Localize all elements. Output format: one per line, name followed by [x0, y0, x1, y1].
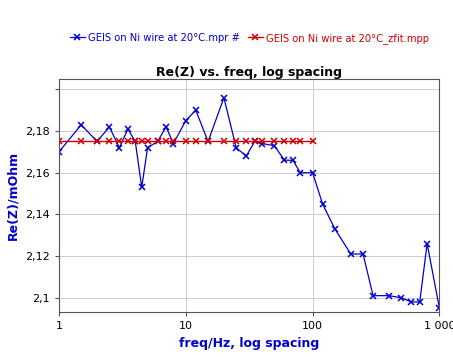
- X-axis label: freq/Hz, log spacing: freq/Hz, log spacing: [179, 337, 319, 350]
- GEIS on Ni wire at 20°C_zfit.mpp: [125, 139, 130, 144]
- Title: Re(Z) vs. freq, log spacing: Re(Z) vs. freq, log spacing: [156, 66, 342, 79]
- GEIS on Ni wire at 20°C.mpr #: [260, 141, 265, 146]
- Y-axis label: Re(Z)/mOhm: Re(Z)/mOhm: [6, 151, 19, 240]
- GEIS on Ni wire at 20°C.mpr #: [205, 139, 211, 144]
- GEIS on Ni wire at 20°C_zfit.mpp: [205, 139, 211, 144]
- GEIS on Ni wire at 20°C_zfit.mpp: [282, 139, 287, 144]
- GEIS on Ni wire at 20°C_zfit.mpp: [106, 139, 112, 144]
- GEIS on Ni wire at 20°C_zfit.mpp: [221, 139, 226, 144]
- GEIS on Ni wire at 20°C.mpr #: [164, 125, 169, 129]
- GEIS on Ni wire at 20°C.mpr #: [290, 158, 296, 162]
- Legend: GEIS on Ni wire at 20°C.mpr #, GEIS on Ni wire at 20°C_zfit.mpp: GEIS on Ni wire at 20°C.mpr #, GEIS on N…: [70, 33, 429, 43]
- Line: GEIS on Ni wire at 20°C_zfit.mpp: GEIS on Ni wire at 20°C_zfit.mpp: [56, 139, 315, 144]
- GEIS on Ni wire at 20°C_zfit.mpp: [244, 139, 249, 144]
- GEIS on Ni wire at 20°C_zfit.mpp: [310, 139, 315, 144]
- GEIS on Ni wire at 20°C.mpr #: [360, 252, 366, 256]
- GEIS on Ni wire at 20°C_zfit.mpp: [171, 139, 176, 144]
- GEIS on Ni wire at 20°C.mpr #: [244, 154, 249, 158]
- GEIS on Ni wire at 20°C.mpr #: [437, 306, 442, 310]
- GEIS on Ni wire at 20°C.mpr #: [139, 185, 145, 190]
- GEIS on Ni wire at 20°C.mpr #: [233, 146, 239, 150]
- GEIS on Ni wire at 20°C.mpr #: [193, 108, 198, 112]
- GEIS on Ni wire at 20°C.mpr #: [155, 139, 160, 144]
- GEIS on Ni wire at 20°C_zfit.mpp: [298, 139, 303, 144]
- GEIS on Ni wire at 20°C_zfit.mpp: [164, 139, 169, 144]
- GEIS on Ni wire at 20°C.mpr #: [424, 241, 430, 246]
- GEIS on Ni wire at 20°C_zfit.mpp: [290, 139, 296, 144]
- GEIS on Ni wire at 20°C_zfit.mpp: [56, 139, 62, 144]
- GEIS on Ni wire at 20°C.mpr #: [133, 139, 138, 144]
- GEIS on Ni wire at 20°C.mpr #: [56, 150, 62, 154]
- GEIS on Ni wire at 20°C.mpr #: [320, 202, 325, 206]
- GEIS on Ni wire at 20°C.mpr #: [145, 146, 150, 150]
- GEIS on Ni wire at 20°C.mpr #: [310, 171, 315, 175]
- GEIS on Ni wire at 20°C_zfit.mpp: [139, 139, 145, 144]
- GEIS on Ni wire at 20°C.mpr #: [272, 144, 277, 148]
- GEIS on Ni wire at 20°C.mpr #: [183, 118, 188, 123]
- GEIS on Ni wire at 20°C.mpr #: [386, 294, 392, 298]
- GEIS on Ni wire at 20°C.mpr #: [409, 300, 414, 304]
- GEIS on Ni wire at 20°C_zfit.mpp: [193, 139, 198, 144]
- GEIS on Ni wire at 20°C_zfit.mpp: [183, 139, 188, 144]
- GEIS on Ni wire at 20°C.mpr #: [417, 300, 423, 304]
- GEIS on Ni wire at 20°C_zfit.mpp: [272, 139, 277, 144]
- GEIS on Ni wire at 20°C.mpr #: [221, 95, 226, 100]
- GEIS on Ni wire at 20°C_zfit.mpp: [133, 139, 138, 144]
- GEIS on Ni wire at 20°C_zfit.mpp: [78, 139, 84, 144]
- GEIS on Ni wire at 20°C.mpr #: [94, 139, 100, 144]
- GEIS on Ni wire at 20°C.mpr #: [282, 158, 287, 162]
- GEIS on Ni wire at 20°C.mpr #: [332, 227, 337, 231]
- Line: GEIS on Ni wire at 20°C.mpr #: GEIS on Ni wire at 20°C.mpr #: [56, 95, 442, 311]
- GEIS on Ni wire at 20°C.mpr #: [298, 171, 303, 175]
- GEIS on Ni wire at 20°C.mpr #: [117, 146, 122, 150]
- GEIS on Ni wire at 20°C_zfit.mpp: [260, 139, 265, 144]
- GEIS on Ni wire at 20°C.mpr #: [125, 127, 130, 131]
- GEIS on Ni wire at 20°C.mpr #: [399, 295, 404, 300]
- GEIS on Ni wire at 20°C_zfit.mpp: [145, 139, 150, 144]
- GEIS on Ni wire at 20°C.mpr #: [171, 141, 176, 146]
- GEIS on Ni wire at 20°C_zfit.mpp: [155, 139, 160, 144]
- GEIS on Ni wire at 20°C.mpr #: [348, 252, 353, 256]
- GEIS on Ni wire at 20°C_zfit.mpp: [94, 139, 100, 144]
- GEIS on Ni wire at 20°C_zfit.mpp: [252, 139, 257, 144]
- GEIS on Ni wire at 20°C_zfit.mpp: [233, 139, 239, 144]
- GEIS on Ni wire at 20°C_zfit.mpp: [117, 139, 122, 144]
- GEIS on Ni wire at 20°C.mpr #: [371, 294, 376, 298]
- GEIS on Ni wire at 20°C.mpr #: [252, 139, 257, 144]
- GEIS on Ni wire at 20°C.mpr #: [106, 125, 112, 129]
- GEIS on Ni wire at 20°C.mpr #: [78, 123, 84, 127]
